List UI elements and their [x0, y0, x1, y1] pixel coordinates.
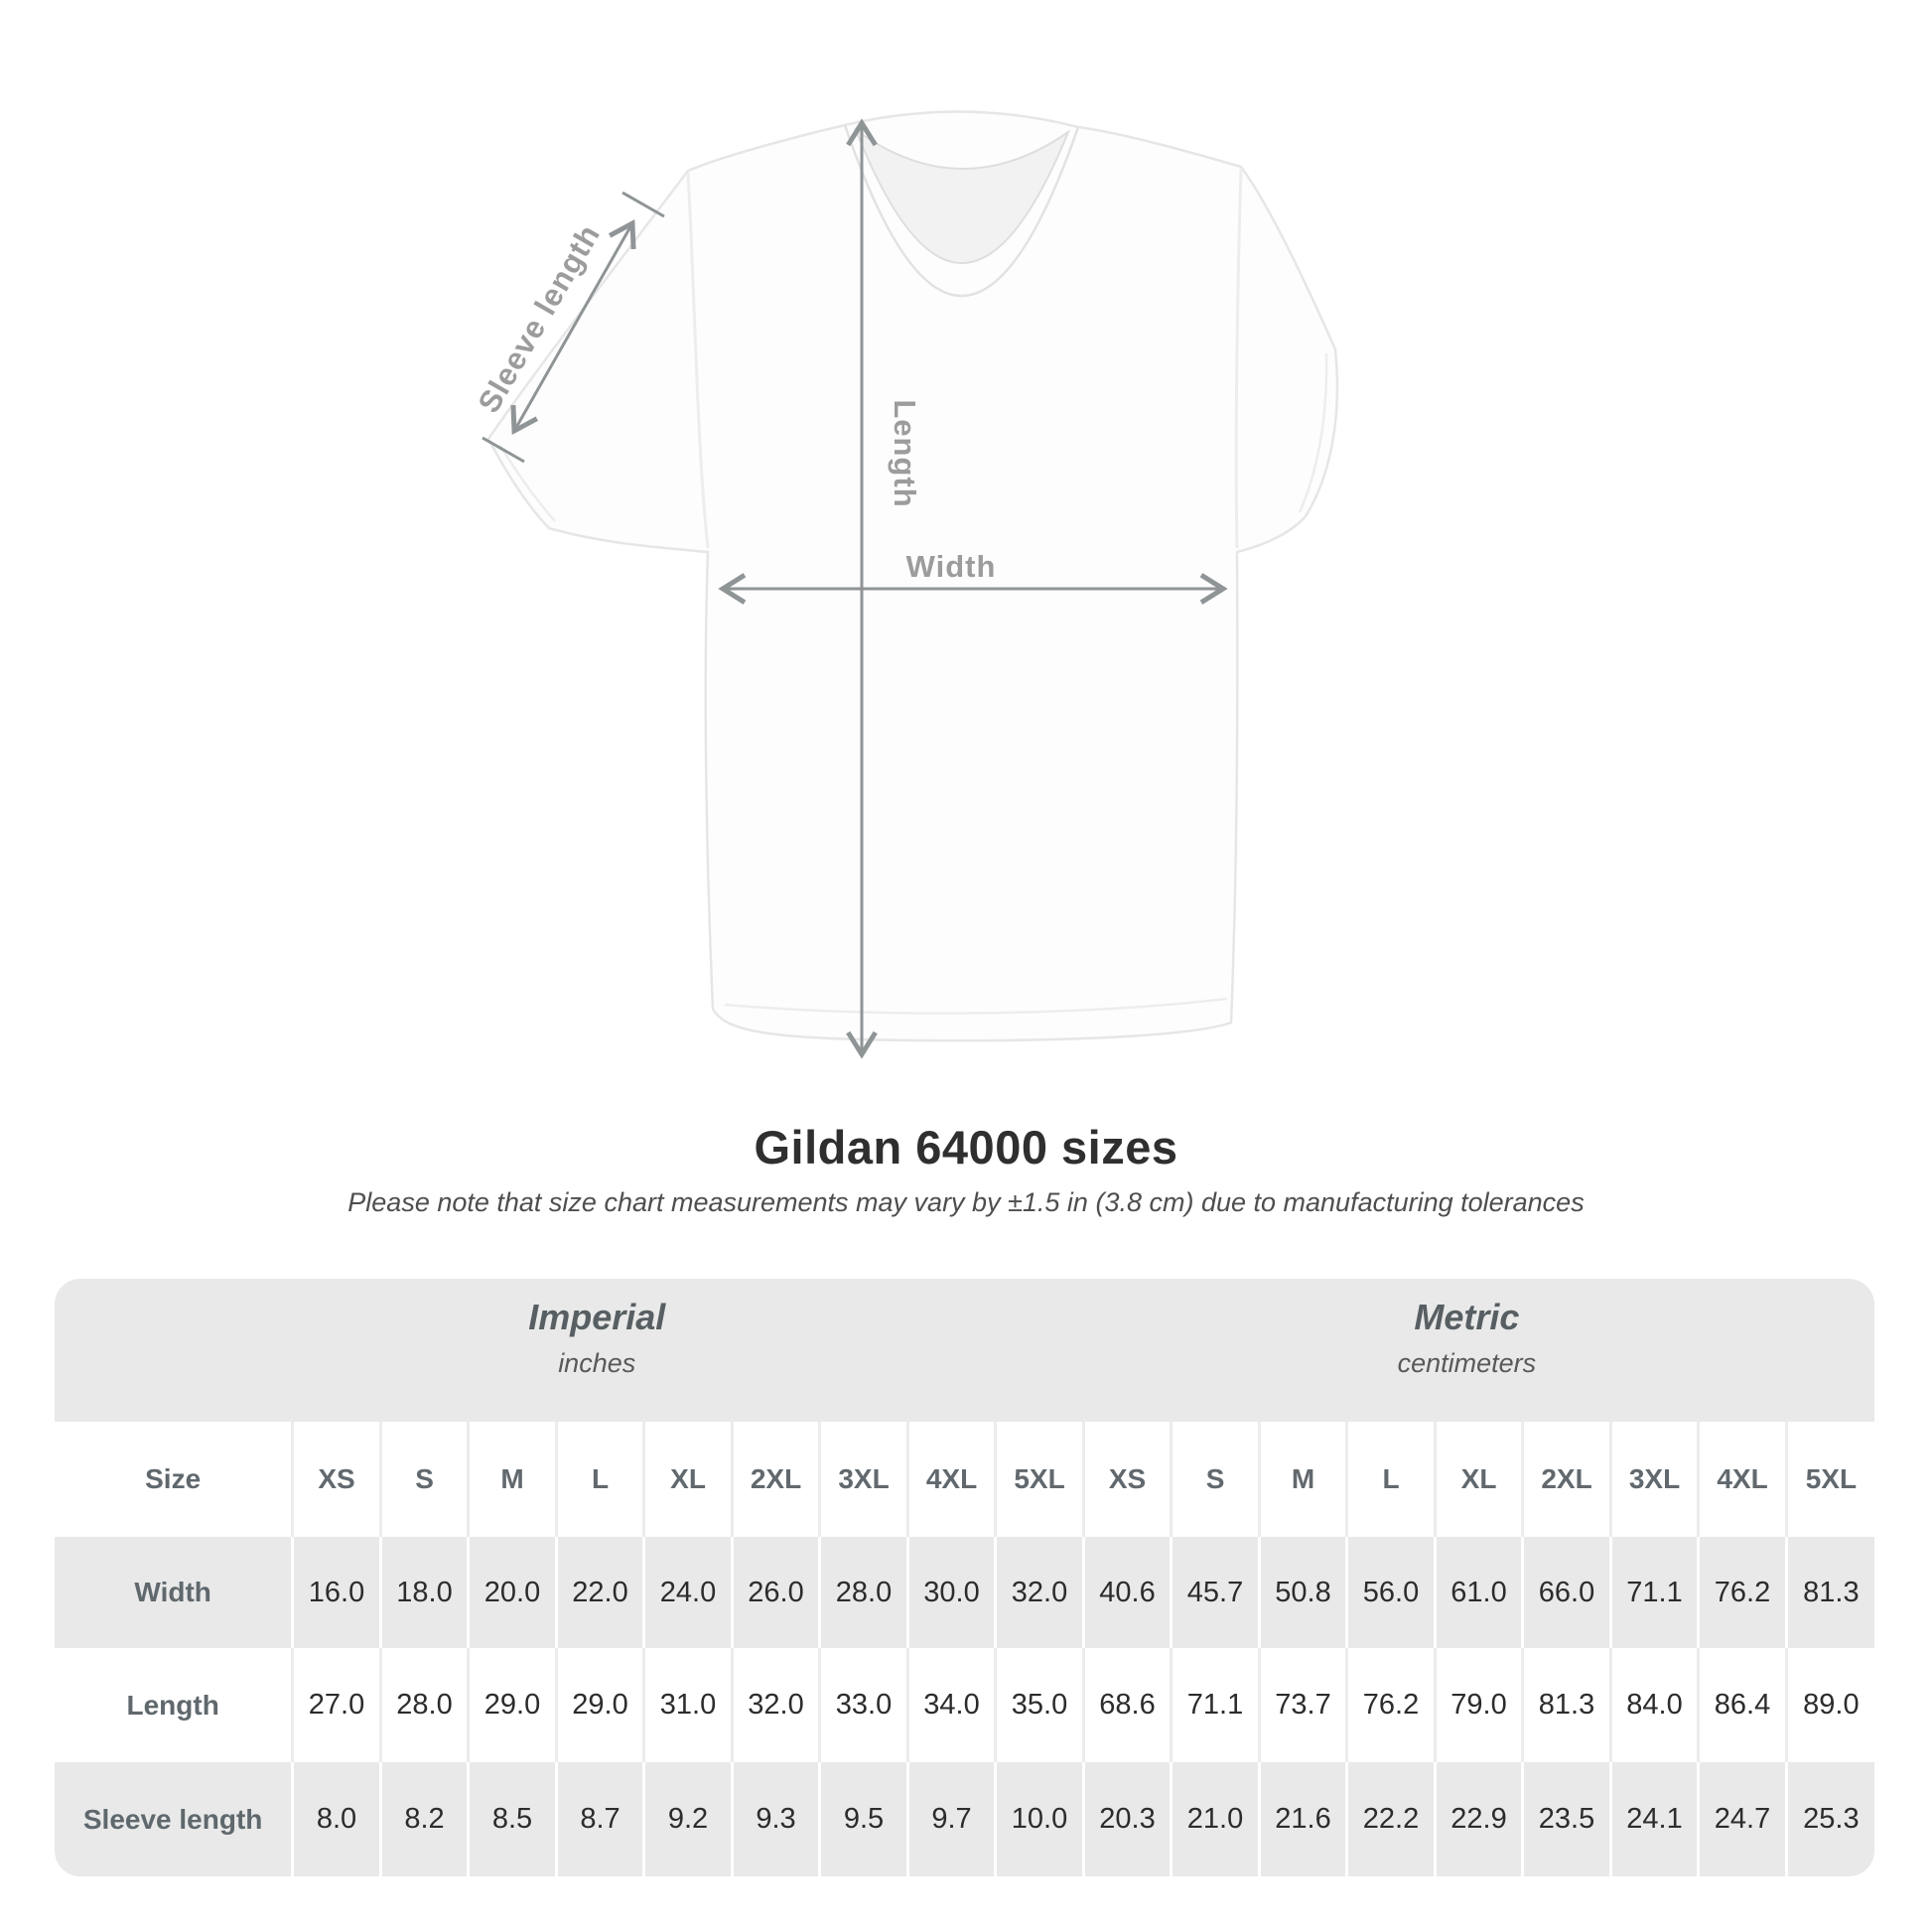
size-column-header: 3XL	[1608, 1422, 1699, 1537]
sleeve-length-arrow	[482, 191, 665, 464]
size-column-header: S	[378, 1422, 469, 1537]
size-column-header: XL	[1433, 1422, 1523, 1537]
value-cell: 86.4	[1697, 1648, 1787, 1762]
size-column-header: 4XL	[905, 1422, 996, 1537]
size-column-header: 2XL	[730, 1422, 820, 1537]
unit-group-imperial: Imperial inches	[528, 1297, 665, 1379]
length-label: Length	[888, 399, 922, 507]
value-cell: 29.0	[554, 1648, 644, 1762]
value-cell: 8.5	[467, 1762, 557, 1876]
unit-band: Imperial inches Metric centimeters	[55, 1279, 1874, 1422]
value-cell: 28.0	[818, 1537, 908, 1648]
table-row-length: Length 27.0 28.0 29.0 29.0 31.0 32.0 33.0 34.0 3…	[55, 1648, 1874, 1762]
value-cell: 20.3	[1081, 1762, 1172, 1876]
metric-unit: centimeters	[1397, 1348, 1537, 1378]
table-row-width: Width 16.0 18.0 20.0 22.0 24.0 26.0 28.0 30.0 32…	[55, 1537, 1874, 1648]
size-header-cell: Size	[145, 1463, 202, 1494]
value-cell: 20.0	[467, 1537, 557, 1648]
size-column-header: M	[467, 1422, 557, 1537]
value-cell: 9.2	[642, 1762, 733, 1876]
value-cell: 25.3	[1784, 1762, 1874, 1876]
value-cell: 29.0	[467, 1648, 557, 1762]
value-cell: 21.0	[1170, 1762, 1260, 1876]
value-cell: 68.6	[1081, 1648, 1172, 1762]
value-cell: 73.7	[1257, 1648, 1347, 1762]
value-cell: 76.2	[1697, 1537, 1787, 1648]
size-column-header: L	[1345, 1422, 1436, 1537]
size-column-header: XL	[642, 1422, 733, 1537]
value-cell: 8.0	[291, 1762, 381, 1876]
value-cell: 9.3	[730, 1762, 820, 1876]
row-label: Width	[134, 1577, 211, 1607]
tolerance-note: Please note that size chart measurements…	[347, 1187, 1585, 1217]
value-cell: 8.2	[378, 1762, 469, 1876]
value-cell: 27.0	[291, 1648, 381, 1762]
value-cell: 50.8	[1257, 1537, 1347, 1648]
value-cell: 81.3	[1521, 1648, 1611, 1762]
imperial-heading: Imperial	[528, 1297, 666, 1337]
value-cell: 61.0	[1433, 1537, 1523, 1648]
value-cell: 79.0	[1433, 1648, 1523, 1762]
value-cell: 22.9	[1433, 1762, 1523, 1876]
value-cell: 22.0	[554, 1537, 644, 1648]
value-cell: 32.0	[730, 1648, 820, 1762]
value-cell: 24.1	[1608, 1762, 1699, 1876]
value-cell: 89.0	[1784, 1648, 1874, 1762]
size-column-header: S	[1170, 1422, 1260, 1537]
value-cell: 9.7	[905, 1762, 996, 1876]
value-cell: 26.0	[730, 1537, 820, 1648]
value-cell: 9.5	[818, 1762, 908, 1876]
size-column-header: 5XL	[1784, 1422, 1874, 1537]
imperial-unit: inches	[558, 1348, 636, 1378]
value-cell: 35.0	[994, 1648, 1084, 1762]
shirt-illustration: Sleeve length Length Width	[472, 110, 1339, 1059]
table-row-sleeve-length: Sleeve length 8.0 8.2 8.5 8.7 9.2 9.3 9.5 9.7 10…	[55, 1762, 1874, 1876]
row-label: Length	[126, 1689, 219, 1721]
value-cell: 28.0	[378, 1648, 469, 1762]
size-column-header: L	[554, 1422, 644, 1537]
value-cell: 16.0	[291, 1537, 381, 1648]
size-column-header: 2XL	[1521, 1422, 1611, 1537]
value-cell: 32.0	[994, 1537, 1084, 1648]
value-cell: 10.0	[994, 1762, 1084, 1876]
value-cell: 21.6	[1257, 1762, 1347, 1876]
width-label: Width	[906, 549, 997, 584]
value-cell: 33.0	[818, 1648, 908, 1762]
value-cell: 84.0	[1608, 1648, 1699, 1762]
size-column-header: 5XL	[994, 1422, 1084, 1537]
metric-heading: Metric	[1414, 1297, 1520, 1337]
value-cell: 56.0	[1345, 1537, 1436, 1648]
value-cell: 81.3	[1784, 1537, 1874, 1648]
size-column-header: XS	[291, 1422, 381, 1537]
value-cell: 24.7	[1697, 1762, 1787, 1876]
measurements-table: Size XS S M L XL 2XL 3XL 4XL 5XL XS S M L XL 2XL 3XL 4XL…	[55, 1422, 1874, 1876]
value-cell: 18.0	[378, 1537, 469, 1648]
value-cell: 45.7	[1170, 1537, 1260, 1648]
size-column-header: XS	[1081, 1422, 1172, 1537]
value-cell: 76.2	[1345, 1648, 1436, 1762]
value-cell: 30.0	[905, 1537, 996, 1648]
value-cell: 24.0	[642, 1537, 733, 1648]
value-cell: 34.0	[905, 1648, 996, 1762]
size-header-row: Size XS S M L XL 2XL 3XL 4XL 5XL XS S M L XL 2XL 3XL 4XL…	[55, 1422, 1874, 1537]
value-cell: 23.5	[1521, 1762, 1611, 1876]
value-cell: 71.1	[1170, 1648, 1260, 1762]
size-column-header: M	[1257, 1422, 1347, 1537]
unit-group-metric: Metric centimeters	[1398, 1297, 1537, 1379]
value-cell: 40.6	[1081, 1537, 1172, 1648]
row-label: Sleeve length	[82, 1803, 263, 1835]
value-cell: 66.0	[1521, 1537, 1611, 1648]
size-table: Imperial inches Metric centimeters Size …	[55, 1279, 1874, 1876]
value-cell: 22.2	[1345, 1762, 1436, 1876]
size-column-header: 4XL	[1697, 1422, 1787, 1537]
page-title: Gildan 64000 sizes	[754, 1121, 1178, 1173]
size-column-header: 3XL	[818, 1422, 908, 1537]
value-cell: 8.7	[554, 1762, 644, 1876]
value-cell: 71.1	[1608, 1537, 1699, 1648]
value-cell: 31.0	[642, 1648, 733, 1762]
